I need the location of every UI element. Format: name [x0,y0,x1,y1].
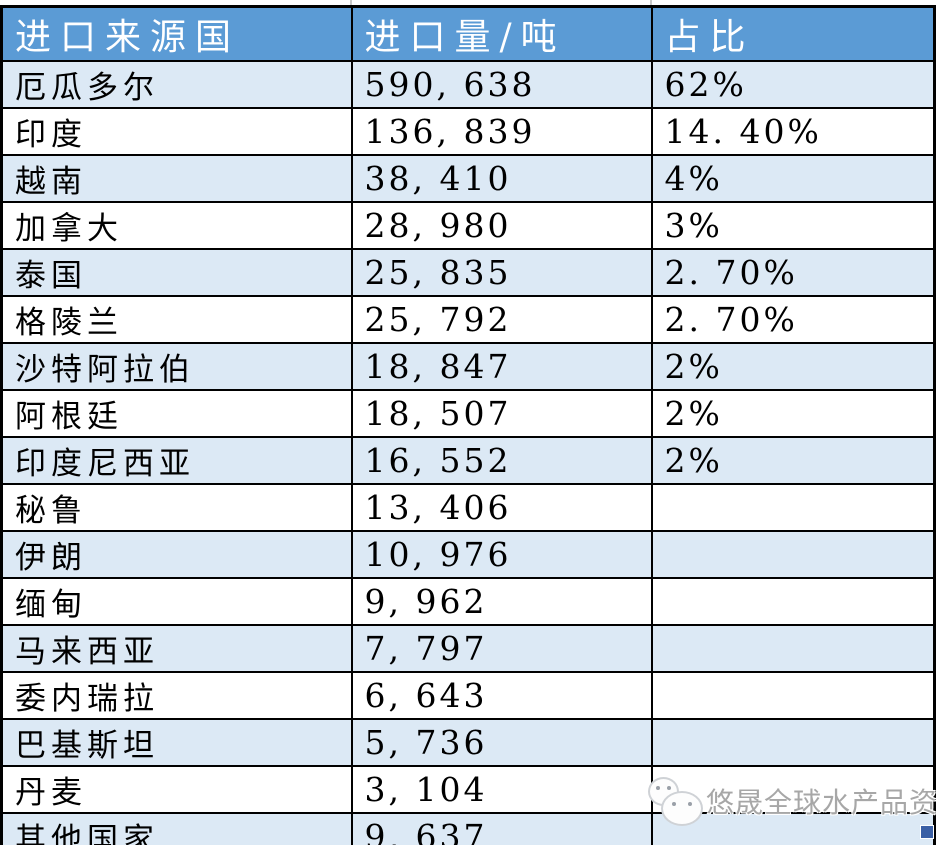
share-cell: 14. 40% [650,107,936,156]
country-cell: 加拿大 [0,201,353,250]
share-cell: 62% [650,60,936,109]
table-row: 格陵兰 25, 792 2. 70% [0,295,936,344]
volume-cell: 7, 797 [350,624,653,673]
volume-cell: 13, 406 [350,483,653,532]
volume-cell: 590, 638 [350,60,653,109]
country-cell: 马来西亚 [0,624,353,673]
table-row: 越南 38, 410 4% [0,154,936,203]
table-row: 其他国家 9, 637 [0,812,936,845]
share-cell: 2% [650,436,936,485]
table-row: 印度 136, 839 14. 40% [0,107,936,156]
share-cell [650,718,936,767]
volume-cell: 18, 847 [350,342,653,391]
country-cell: 委内瑞拉 [0,671,353,720]
country-cell: 印度尼西亚 [0,436,353,485]
table-row: 巴基斯坦 5, 736 [0,718,936,767]
share-cell: 2. 70% [650,295,936,344]
table-row: 委内瑞拉 6, 643 [0,671,936,720]
table-row: 缅甸 9, 962 [0,577,936,626]
share-cell: 4% [650,154,936,203]
volume-cell: 10, 976 [350,530,653,579]
volume-cell: 18, 507 [350,389,653,438]
volume-cell: 3, 104 [350,765,653,814]
country-cell: 格陵兰 [0,295,353,344]
import-source-table: 进口来源国 进口量/吨 占比 厄瓜多尔 590, 638 62% 印度 136,… [0,5,936,845]
share-cell [650,671,936,720]
country-cell: 其他国家 [0,812,353,845]
country-cell: 丹麦 [0,765,353,814]
country-cell: 越南 [0,154,353,203]
volume-cell: 25, 835 [350,248,653,297]
volume-cell: 9, 637 [350,812,653,845]
share-cell [650,765,936,814]
volume-cell: 136, 839 [350,107,653,156]
country-cell: 缅甸 [0,577,353,626]
volume-cell: 28, 980 [350,201,653,250]
country-cell: 印度 [0,107,353,156]
volume-cell: 25, 792 [350,295,653,344]
header-row: 进口来源国 进口量/吨 占比 [0,5,936,62]
table-row: 沙特阿拉伯 18, 847 2% [0,342,936,391]
share-cell [650,812,936,845]
country-cell: 厄瓜多尔 [0,60,353,109]
share-cell [650,483,936,532]
table-row: 马来西亚 7, 797 [0,624,936,673]
country-cell: 阿根廷 [0,389,353,438]
share-cell: 2% [650,389,936,438]
fill-handle[interactable] [920,825,934,839]
gridline-stub [350,0,352,6]
table-row: 丹麦 3, 104 [0,765,936,814]
volume-cell: 5, 736 [350,718,653,767]
table-row: 泰国 25, 835 2. 70% [0,248,936,297]
share-cell: 3% [650,201,936,250]
column-header-share: 占比 [650,5,936,62]
country-cell: 泰国 [0,248,353,297]
volume-cell: 9, 962 [350,577,653,626]
gridline-stub [650,0,652,6]
volume-cell: 38, 410 [350,154,653,203]
volume-cell: 6, 643 [350,671,653,720]
share-cell [650,624,936,673]
share-cell [650,577,936,626]
table-row: 厄瓜多尔 590, 638 62% [0,60,936,109]
country-cell: 沙特阿拉伯 [0,342,353,391]
table-row: 阿根廷 18, 507 2% [0,389,936,438]
table-row: 印度尼西亚 16, 552 2% [0,436,936,485]
table-row: 加拿大 28, 980 3% [0,201,936,250]
country-cell: 伊朗 [0,530,353,579]
country-cell: 巴基斯坦 [0,718,353,767]
country-cell: 秘鲁 [0,483,353,532]
share-cell: 2. 70% [650,248,936,297]
column-header-country: 进口来源国 [0,5,353,62]
share-cell [650,530,936,579]
table-row: 秘鲁 13, 406 [0,483,936,532]
volume-cell: 16, 552 [350,436,653,485]
share-cell: 2% [650,342,936,391]
table-row: 伊朗 10, 976 [0,530,936,579]
column-header-volume: 进口量/吨 [350,5,653,62]
